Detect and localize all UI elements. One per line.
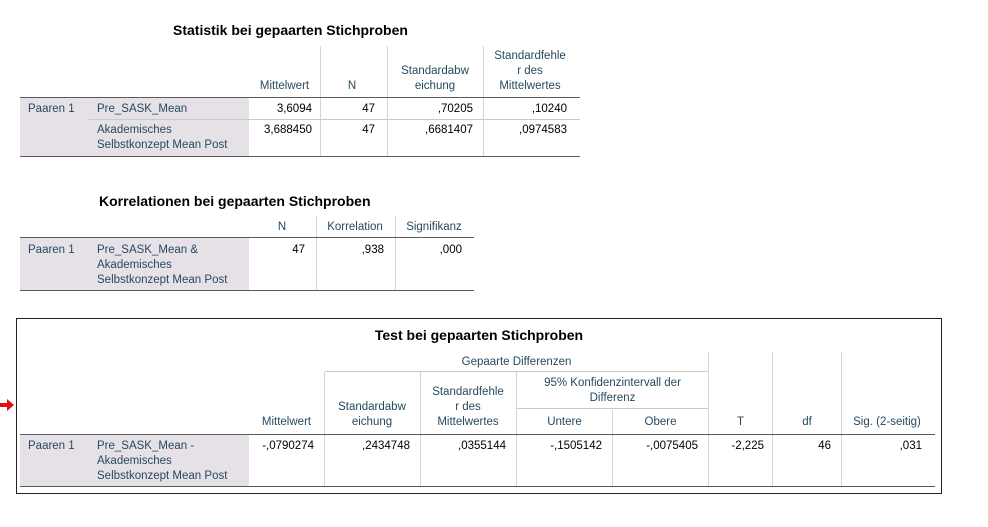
- cell-upper: -,0075405: [646, 440, 698, 452]
- header-n: N: [347, 80, 357, 92]
- column-separator: [395, 216, 396, 290]
- bottom-rule: [20, 156, 580, 157]
- column-separator: [316, 216, 317, 290]
- header-sd: Standardabw eichung: [401, 65, 469, 92]
- row-label-area: [20, 98, 249, 156]
- variable-label: Pre_SASK_Mean & Akademisches Selbstkonzept…: [97, 244, 228, 286]
- header-rule: [20, 237, 474, 238]
- header-rule: [20, 434, 935, 435]
- row-label-area: [20, 238, 249, 290]
- ci-rule: [517, 408, 708, 409]
- header-correlation: Korrelation: [327, 221, 383, 233]
- column-separator: [516, 372, 517, 486]
- group-rule: [325, 371, 708, 372]
- pair-label: Paaren 1: [28, 440, 75, 452]
- table-title: Test bei gepaarten Stichproben: [374, 327, 584, 343]
- cell-n: 47: [362, 124, 375, 136]
- column-separator: [841, 352, 842, 486]
- arrow-right-icon: [0, 399, 14, 411]
- row-label-area: [20, 435, 249, 486]
- bottom-rule: [20, 486, 935, 487]
- header-se: Standardfehle r des Mittelwertes: [494, 50, 566, 92]
- header-ci: 95% Konfidenzintervall der Differenz: [544, 377, 681, 404]
- header-sig: Sig. (2-seitig): [853, 416, 921, 428]
- cell-sd: ,70205: [437, 103, 473, 115]
- row-rule: [89, 119, 580, 120]
- header-significance: Signifikanz: [406, 221, 462, 233]
- header-df: df: [802, 416, 812, 428]
- cell-mean: -,0790274: [262, 440, 314, 452]
- cell-t: -2,225: [731, 440, 764, 452]
- cell-df: 46: [818, 440, 831, 452]
- pair-label: Paaren 1: [28, 244, 75, 256]
- header-se: Standardfehle r des Mittelwertes: [432, 386, 504, 428]
- cell-n: 47: [362, 103, 375, 115]
- header-group-differences: Gepaarte Differenzen: [461, 356, 572, 368]
- column-separator: [320, 46, 321, 156]
- selected-output-frame[interactable]: [16, 318, 942, 494]
- column-separator: [708, 352, 709, 486]
- table-title: Korrelationen bei gepaarten Stichproben: [99, 193, 371, 209]
- cell-sig: ,031: [899, 440, 922, 452]
- header-mean: Mittelwert: [259, 80, 310, 92]
- cell-se: ,10240: [531, 103, 567, 115]
- cell-mean: 3,6094: [276, 103, 312, 115]
- header-lower: Untere: [547, 416, 582, 428]
- cell-lower: -,1505142: [550, 440, 602, 452]
- column-separator: [483, 46, 484, 156]
- table-title: Statistik bei gepaarten Stichproben: [173, 22, 408, 38]
- cell-sd: ,2434748: [362, 440, 410, 452]
- header-upper: Obere: [644, 416, 677, 428]
- variable-label: Pre_SASK_Mean - Akademisches Selbstkonzept…: [97, 440, 228, 482]
- column-separator: [387, 46, 388, 156]
- cell-correlation: ,938: [361, 244, 384, 256]
- header-mean: Mittelwert: [261, 416, 312, 428]
- header-rule: [20, 97, 580, 98]
- column-separator: [612, 410, 613, 486]
- cell-n: 47: [292, 244, 305, 256]
- column-separator: [420, 372, 421, 486]
- cell-significance: ,000: [439, 244, 462, 256]
- variable-label: Akademisches Selbstkonzept Mean Post: [97, 124, 228, 151]
- header-t: T: [736, 416, 745, 428]
- header-sd: Standardabw eichung: [338, 401, 406, 428]
- pair-label: Paaren 1: [28, 103, 75, 115]
- cell-mean: 3,688450: [264, 124, 312, 136]
- cell-sd: ,6681407: [425, 124, 473, 136]
- variable-label: Pre_SASK_Mean: [97, 103, 188, 115]
- cell-se: ,0355144: [458, 440, 506, 452]
- bottom-rule: [20, 290, 474, 291]
- column-separator: [772, 352, 773, 486]
- cell-se: ,0974583: [519, 124, 567, 136]
- header-n: N: [277, 221, 287, 233]
- column-separator: [324, 372, 325, 486]
